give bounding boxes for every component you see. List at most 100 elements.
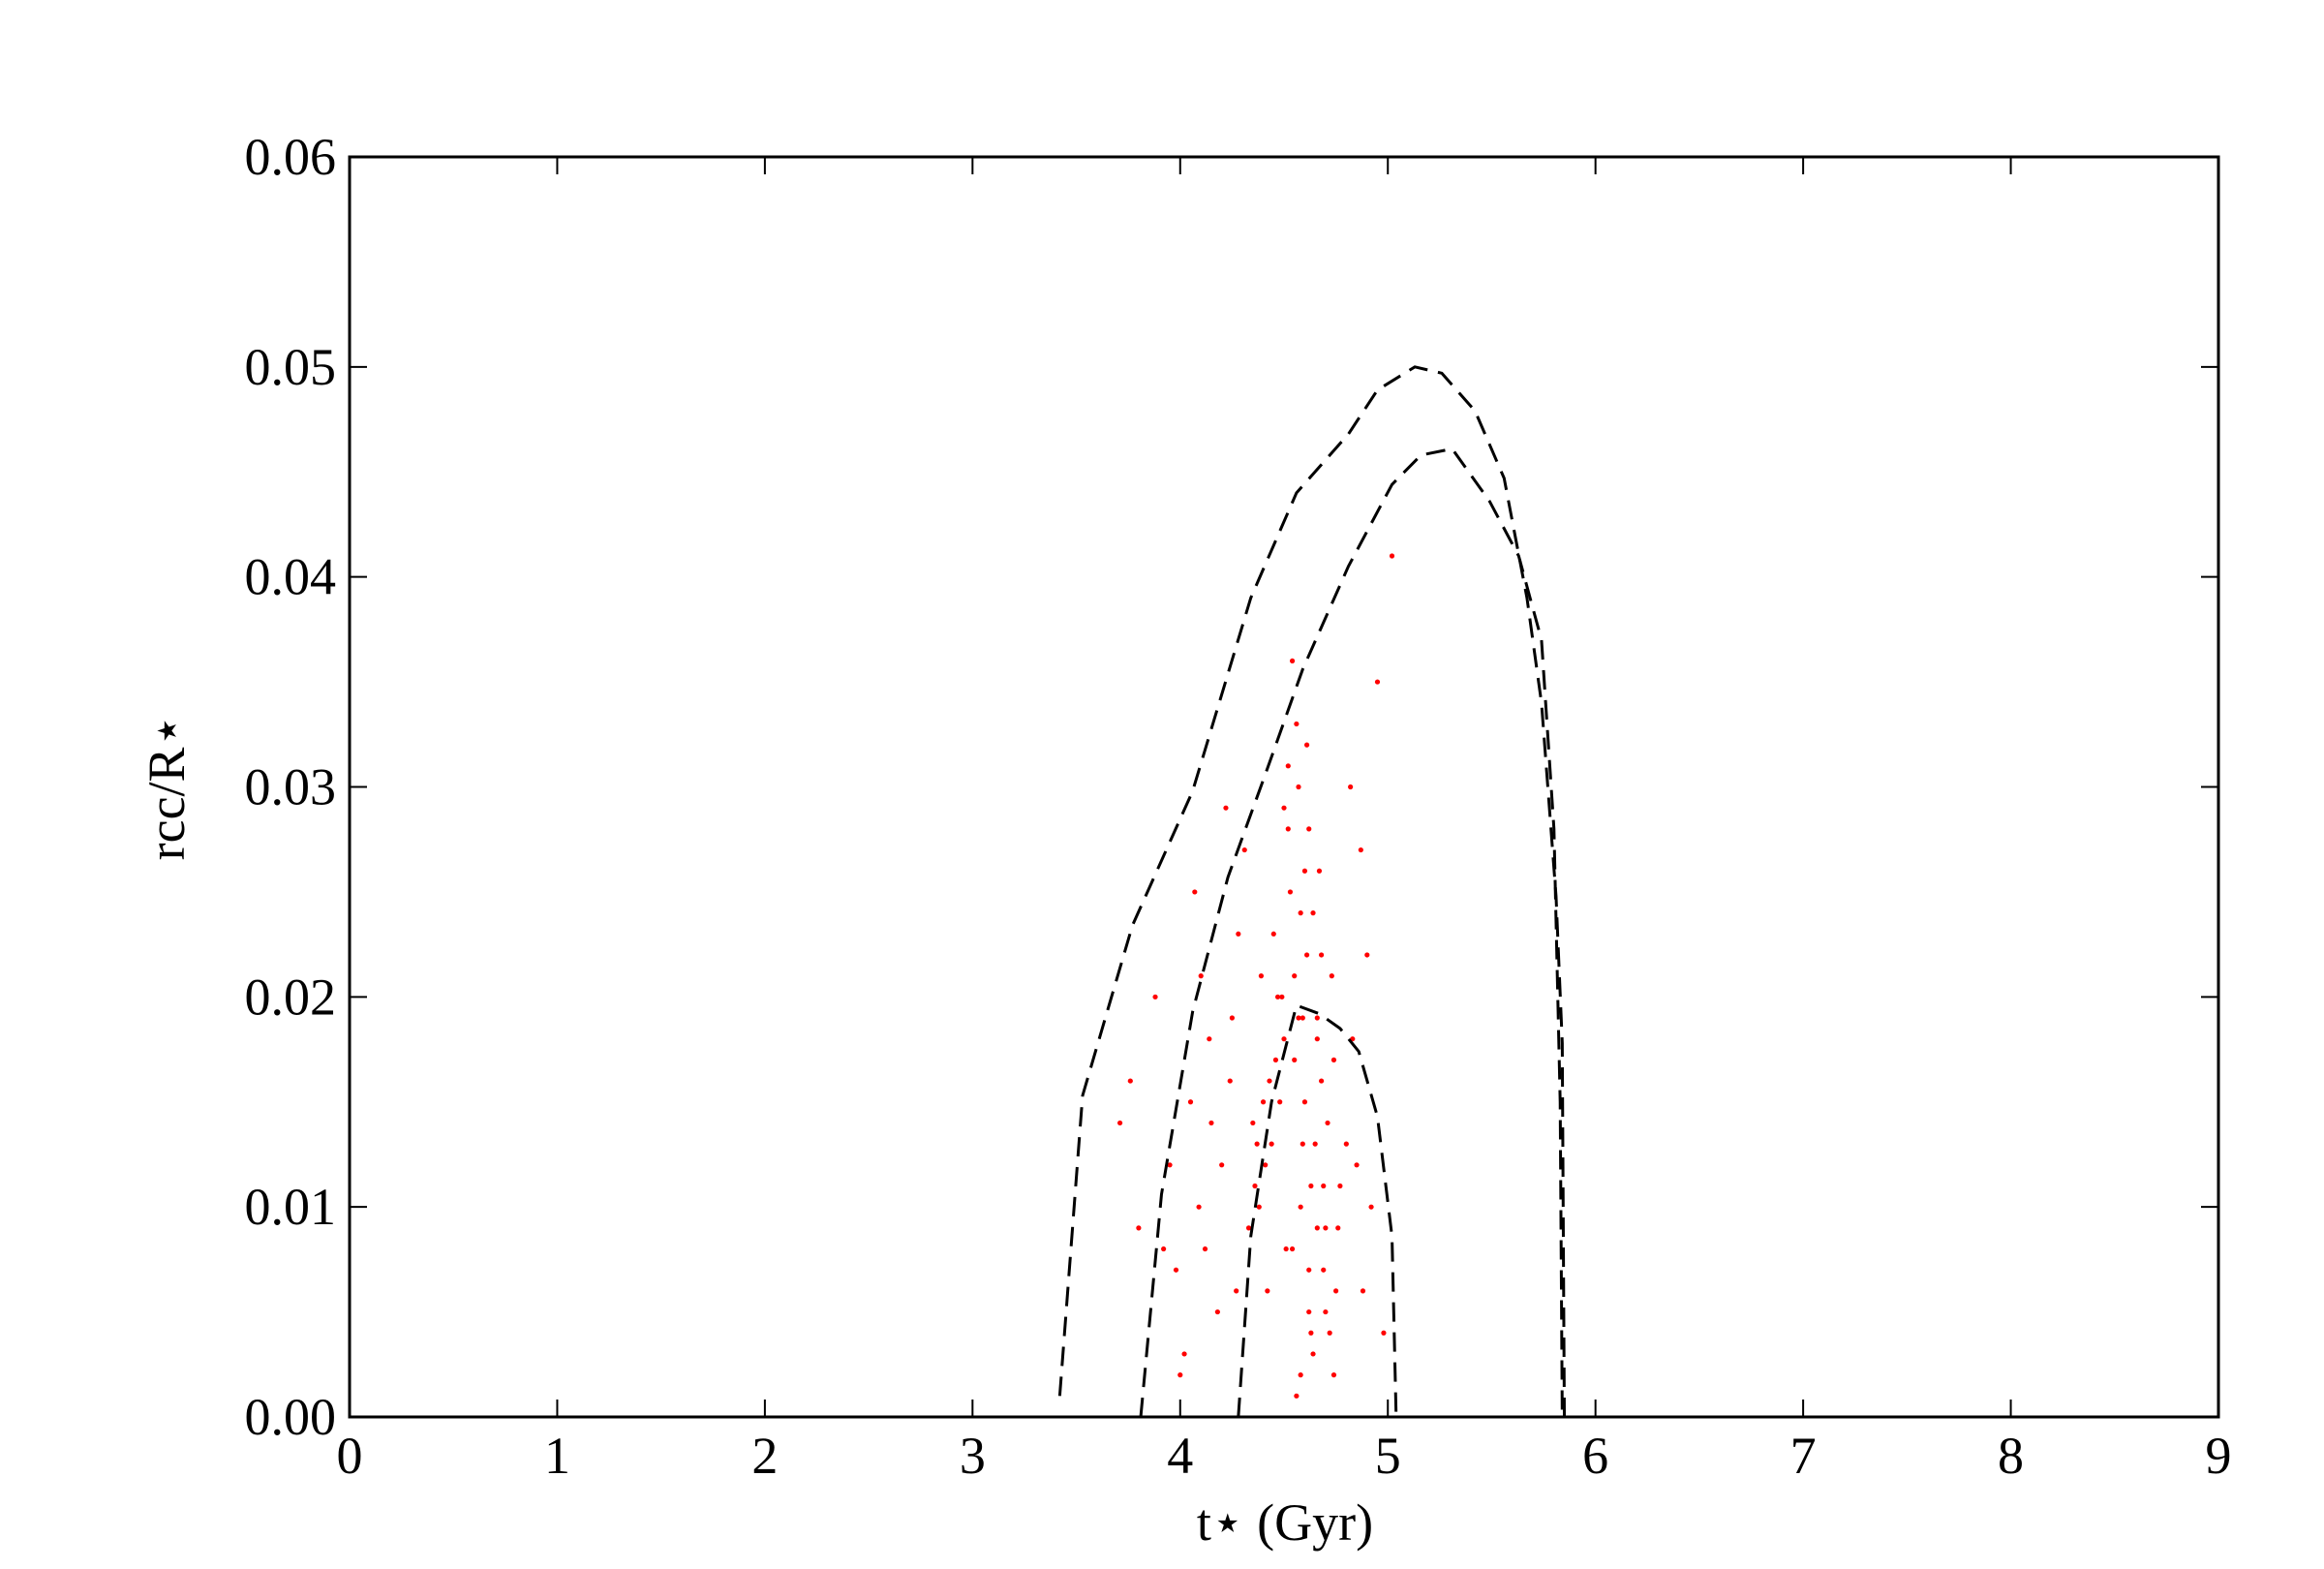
data-point	[1321, 1183, 1327, 1189]
data-point	[1285, 826, 1291, 832]
data-point	[1227, 1078, 1233, 1084]
data-point	[1289, 1246, 1296, 1252]
data-point	[1136, 1225, 1142, 1231]
data-point	[1267, 1078, 1272, 1084]
data-point	[1308, 1330, 1314, 1336]
y-tick-label: 0.02	[245, 968, 337, 1026]
data-point	[1260, 1099, 1267, 1105]
data-point	[1229, 1015, 1235, 1021]
data-point	[1272, 1057, 1279, 1062]
data-point	[1335, 1225, 1341, 1231]
data-point	[1343, 1141, 1349, 1147]
data-point	[1214, 1308, 1220, 1315]
x-tick-label: 6	[1582, 1427, 1608, 1485]
data-point	[1287, 889, 1294, 895]
data-point	[1314, 1036, 1320, 1042]
data-point	[1314, 1015, 1320, 1021]
data-point	[1303, 742, 1310, 748]
data-point	[1294, 721, 1300, 727]
data-point	[1296, 784, 1301, 790]
y-tick-label: 0.06	[245, 128, 337, 186]
data-point	[1360, 1288, 1366, 1294]
data-point	[1323, 1225, 1329, 1231]
data-point	[1389, 553, 1395, 559]
data-point	[1202, 1246, 1208, 1252]
x-tick-label: 1	[544, 1427, 570, 1485]
data-point	[1306, 1308, 1312, 1315]
data-point	[1294, 1393, 1300, 1399]
data-point	[1296, 1015, 1301, 1021]
data-point	[1327, 1330, 1332, 1336]
data-point	[1348, 784, 1354, 790]
contour-line	[1237, 1003, 1398, 1418]
data-point	[1329, 973, 1334, 979]
data-point	[1258, 973, 1265, 979]
y-tick-label: 0.04	[245, 548, 337, 606]
data-point	[1314, 1225, 1320, 1231]
data-point	[1281, 805, 1287, 811]
data-point	[1306, 826, 1312, 832]
data-point	[1252, 1183, 1258, 1189]
data-point	[1152, 994, 1158, 1000]
data-point	[1292, 973, 1298, 979]
data-point	[1245, 1225, 1252, 1231]
data-point	[1274, 994, 1281, 1000]
y-axis-label: rcc/R⋆	[138, 715, 196, 861]
x-tick-label: 2	[751, 1427, 778, 1485]
data-point	[1283, 1246, 1289, 1252]
data-point	[1223, 805, 1229, 811]
data-point	[1173, 1267, 1179, 1273]
data-point	[1234, 1288, 1239, 1294]
plot-frame	[348, 155, 2220, 1419]
y-tick-label: 0.03	[245, 758, 337, 816]
y-tick-label: 0.01	[245, 1178, 337, 1236]
data-point	[1256, 1204, 1262, 1210]
data-point	[1219, 1162, 1225, 1168]
data-point	[1301, 1099, 1308, 1105]
data-point	[1325, 1120, 1330, 1126]
data-point	[1300, 1141, 1305, 1147]
data-point	[1116, 1120, 1123, 1126]
data-point	[1306, 1267, 1312, 1273]
data-point	[1316, 868, 1323, 874]
x-tick-label: 9	[2206, 1427, 2232, 1485]
x-tick-label: 4	[1167, 1427, 1193, 1485]
data-point	[1319, 1078, 1325, 1084]
data-point	[1354, 1162, 1360, 1168]
data-point	[1368, 1204, 1374, 1210]
data-point	[1208, 1120, 1214, 1126]
data-point	[1279, 994, 1285, 1000]
data-point	[1292, 1057, 1298, 1062]
data-point	[1330, 1372, 1337, 1378]
data-point	[1323, 1308, 1329, 1315]
data-point	[1321, 1267, 1327, 1273]
data-point	[1167, 1162, 1173, 1168]
y-tick-label: 0.05	[245, 338, 337, 396]
x-tick-label: 3	[960, 1427, 986, 1485]
data-point	[1181, 1351, 1187, 1357]
y-tick-label: 0.00	[245, 1388, 337, 1446]
data-point	[1192, 889, 1198, 895]
data-point	[1303, 952, 1310, 958]
data-point	[1241, 846, 1247, 853]
data-point	[1312, 1141, 1318, 1147]
data-point	[1285, 763, 1291, 769]
data-point	[1308, 1183, 1314, 1189]
data-point	[1301, 868, 1308, 874]
contour-line	[1139, 446, 1564, 1418]
contour-line	[1057, 365, 1566, 1418]
x-axis-label: t⋆ (Gyr)	[1197, 1493, 1373, 1552]
data-point	[1277, 1099, 1283, 1105]
data-point	[1298, 910, 1303, 916]
x-tick-label: 5	[1375, 1427, 1401, 1485]
data-point	[1374, 679, 1381, 685]
data-point	[1310, 910, 1316, 916]
data-point	[1270, 931, 1276, 937]
data-point	[1330, 1057, 1337, 1062]
data-point	[1300, 1015, 1305, 1021]
data-point	[1127, 1078, 1133, 1084]
data-point	[1196, 1204, 1202, 1210]
data-point	[1161, 1246, 1167, 1252]
